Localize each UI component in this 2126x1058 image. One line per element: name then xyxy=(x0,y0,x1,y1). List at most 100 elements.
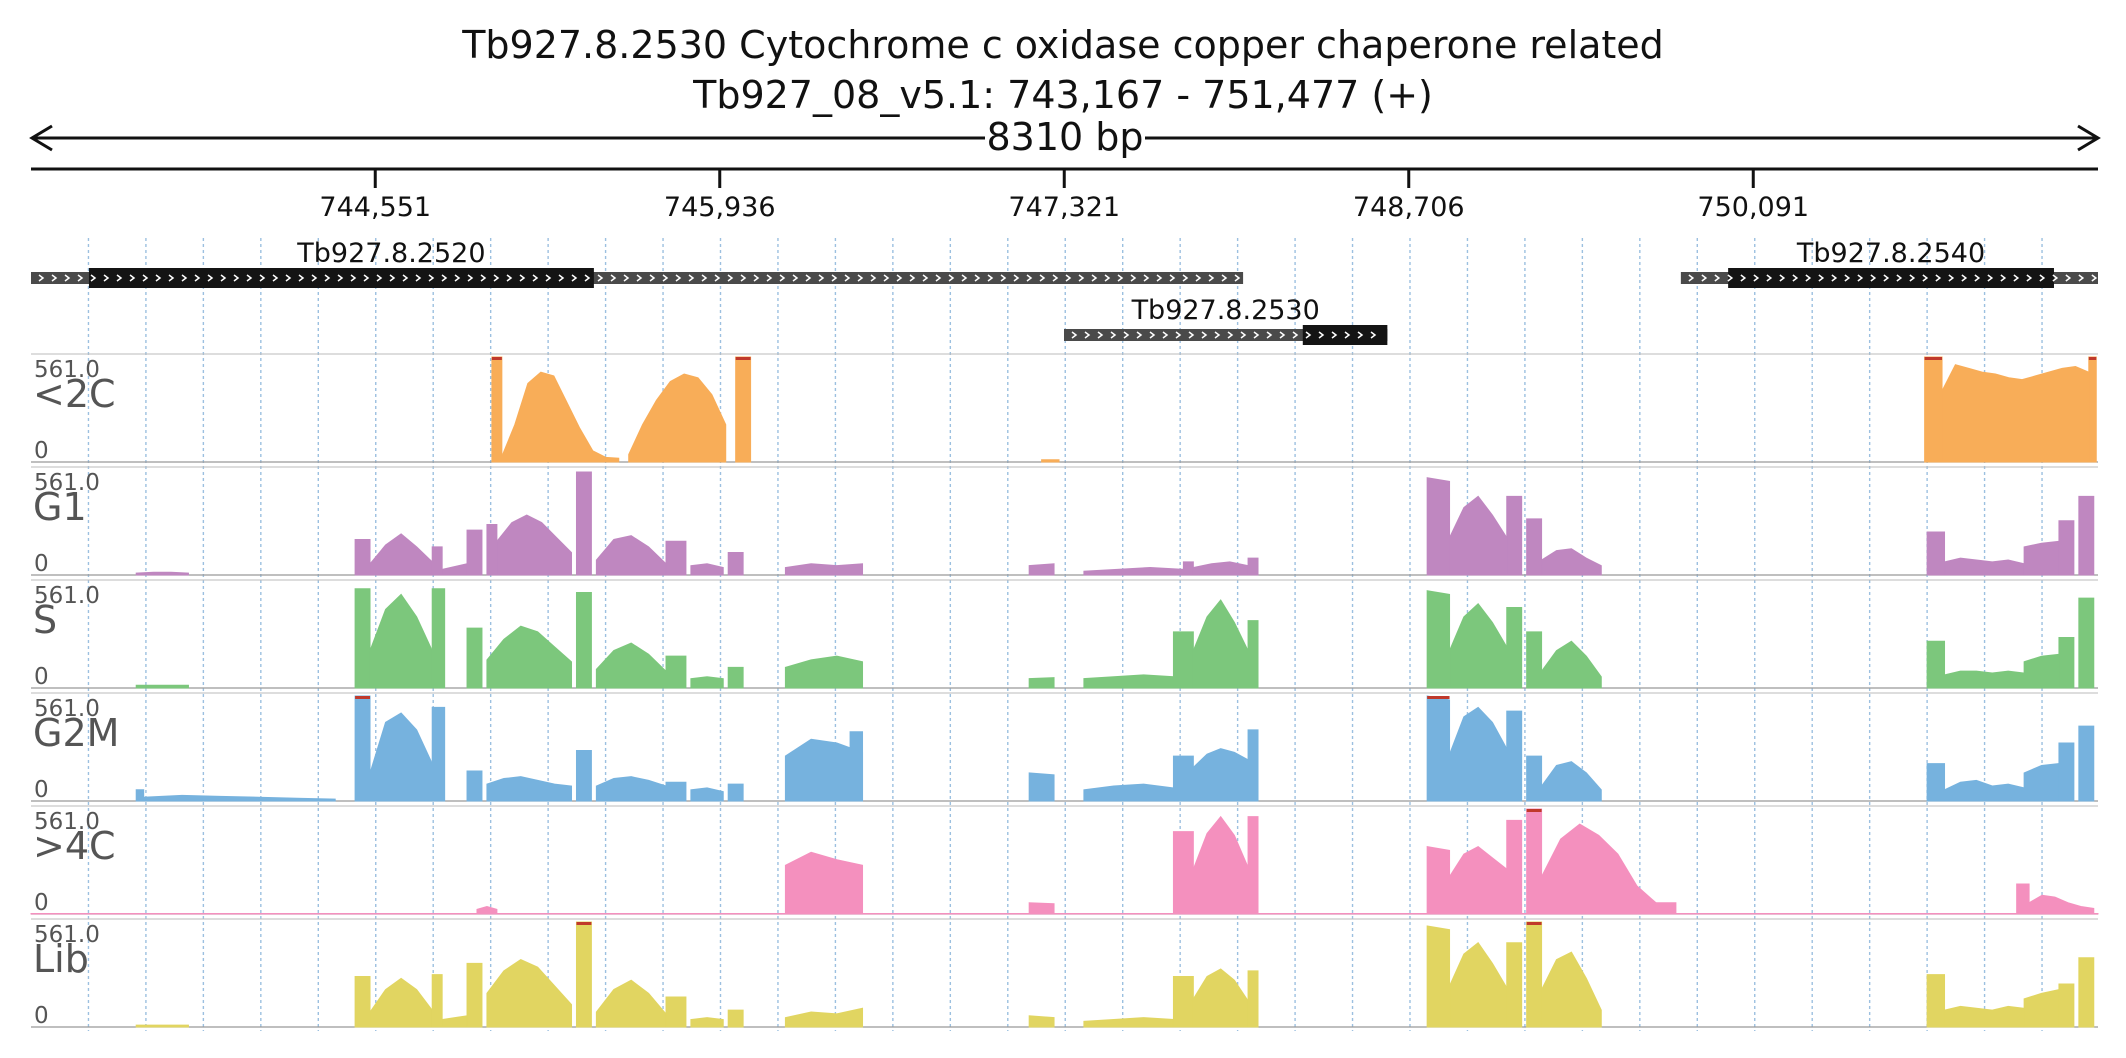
coverage-area xyxy=(1083,783,1174,802)
coverage-area xyxy=(690,1017,724,1028)
coverage-track: 561.0 0 <2C xyxy=(31,353,2098,464)
strand-arrow xyxy=(987,274,994,282)
coverage-area xyxy=(1247,557,1259,576)
span-label: 8310 bp xyxy=(986,115,1143,159)
strand-arrow xyxy=(168,274,175,282)
strand-arrow xyxy=(948,274,955,282)
coverage-area xyxy=(1506,819,1523,915)
coverage-area xyxy=(690,563,724,576)
coverage-area xyxy=(1083,1017,1174,1028)
coverage-area xyxy=(595,642,667,689)
coverage-area xyxy=(369,533,433,576)
coverage-area xyxy=(1541,823,1657,915)
strand-arrow xyxy=(103,274,110,282)
coverage-tracks: 561.00<2C561.00G1561.00S561.00G2M561.00>… xyxy=(30,353,2099,1029)
strand-arrow xyxy=(1169,274,1176,282)
coverage-area xyxy=(1926,763,1946,802)
coverage-area xyxy=(2023,540,2060,576)
saturation-mark xyxy=(735,357,751,360)
strand-arrow xyxy=(1292,331,1299,339)
coverage-area xyxy=(135,1024,189,1028)
strand-arrow xyxy=(1091,274,1098,282)
strand-arrow xyxy=(1370,331,1377,339)
gene-track: Tb927.8.2520 Tb927.8.2530 Tb927.8.2540 xyxy=(31,238,2098,345)
strand-arrow xyxy=(961,274,968,282)
span-arrow-right-head xyxy=(2077,124,2101,152)
track-max-label: 561.0 xyxy=(34,922,100,948)
strand-arrow xyxy=(714,274,721,282)
coverage-area xyxy=(784,563,864,576)
strand-arrow xyxy=(1143,274,1150,282)
strand-arrow xyxy=(2039,274,2046,282)
track-min-label: 0 xyxy=(34,890,49,916)
coverage-area xyxy=(1944,557,2025,576)
coverage-area xyxy=(1172,975,1194,1028)
strand-arrow xyxy=(493,274,500,282)
coverage-area xyxy=(1426,477,1451,576)
strand-arrow xyxy=(1948,274,1955,282)
coverage-area xyxy=(1041,459,1060,463)
strand-arrow xyxy=(818,274,825,282)
strand-arrow xyxy=(415,274,422,282)
strand-arrow xyxy=(1305,331,1312,339)
strand-arrow xyxy=(350,274,357,282)
coverage-area xyxy=(2058,520,2075,576)
coverage-area xyxy=(1028,563,1055,576)
strand-arrow xyxy=(181,274,188,282)
strand-arrow xyxy=(1195,274,1202,282)
coverage-area xyxy=(2023,988,2060,1028)
coverage-area xyxy=(2023,763,2060,802)
strand-arrow xyxy=(324,274,331,282)
strand-arrow xyxy=(1961,274,1968,282)
strand-arrow xyxy=(792,274,799,282)
strand-arrow xyxy=(2052,274,2059,282)
strand-arrow xyxy=(519,274,526,282)
coverage-track: 561.0 0 Lib xyxy=(31,918,2098,1029)
strand-arrow xyxy=(1935,274,1942,282)
strand-arrow xyxy=(766,274,773,282)
strand-arrow xyxy=(454,274,461,282)
coverage-area xyxy=(665,655,687,689)
coverage-area xyxy=(2058,636,2075,689)
strand-arrow xyxy=(610,274,617,282)
strand-arrow xyxy=(1214,331,1221,339)
coverage-area xyxy=(849,731,864,802)
strand-arrow xyxy=(1279,331,1286,339)
strand-arrow xyxy=(1221,274,1228,282)
coverage-area xyxy=(431,706,446,802)
coverage-area xyxy=(486,959,573,1028)
coverage-area xyxy=(1192,815,1249,915)
coverage-area xyxy=(1247,620,1259,689)
coverage-area xyxy=(1506,942,1523,1028)
strand-arrow xyxy=(298,274,305,282)
strand-arrow xyxy=(116,274,123,282)
coverage-area xyxy=(727,666,744,689)
strand-arrow xyxy=(1084,331,1091,339)
strand-arrow xyxy=(1896,274,1903,282)
strand-arrow xyxy=(1039,274,1046,282)
strand-arrow xyxy=(623,274,630,282)
coverage-area xyxy=(2078,495,2095,576)
coverage-area xyxy=(1449,706,1508,802)
coverage-area xyxy=(1926,531,1946,576)
coverage-area xyxy=(369,593,433,689)
track-max-label: 561.0 xyxy=(34,809,100,835)
saturation-mark xyxy=(1526,809,1542,812)
coverage-area xyxy=(2058,983,2075,1028)
span-ruler: 8310 bp xyxy=(29,115,2101,159)
coverage-area xyxy=(784,655,864,689)
coverage-area xyxy=(1028,1015,1055,1028)
strand-arrow xyxy=(155,274,162,282)
coverage-area xyxy=(1172,631,1194,689)
track-max-label: 561.0 xyxy=(34,470,100,496)
strand-arrow xyxy=(857,274,864,282)
strand-arrow xyxy=(1123,331,1130,339)
coverage-area xyxy=(1926,640,1946,689)
strand-arrow xyxy=(1026,274,1033,282)
coverage-area xyxy=(1172,831,1194,915)
coverage-area xyxy=(1426,846,1451,915)
coverage-area xyxy=(30,912,2099,915)
coverage-area xyxy=(665,996,687,1028)
tick-label: 748,706 xyxy=(1353,192,1465,223)
coverage-area xyxy=(143,794,336,802)
